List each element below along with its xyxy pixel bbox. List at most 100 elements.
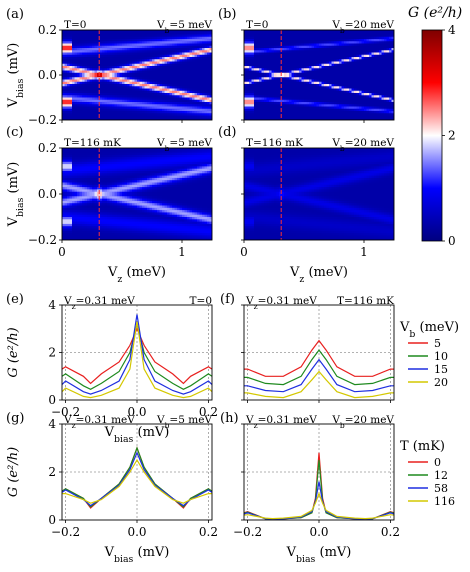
heatmap-cell [122, 59, 125, 62]
heatmap-cell [69, 95, 73, 98]
heatmap-cell [364, 81, 367, 85]
heatmap-cell [366, 88, 370, 92]
heatmap-cell [99, 111, 103, 114]
heatmap-cell [351, 93, 355, 96]
heatmap-cell [376, 115, 380, 119]
heatmap-cell [301, 117, 305, 120]
heatmap-cell [316, 104, 320, 107]
heatmap-cell [246, 59, 250, 62]
heatmap-cell [152, 50, 155, 53]
heatmap-cell [177, 111, 180, 114]
heatmap-cell [84, 57, 88, 60]
heatmap-cell [159, 63, 163, 67]
heatmap-cell [329, 59, 332, 62]
heatmap-cell [289, 66, 292, 69]
heatmap-cell [144, 72, 148, 76]
heatmap-cell [291, 106, 295, 110]
heatmap-cell [274, 52, 277, 56]
heatmap-cell [207, 50, 210, 53]
heatmap-cell [124, 77, 128, 80]
heatmap-cell [149, 95, 153, 98]
heatmap-cell [369, 113, 372, 116]
heatmap-cell [331, 79, 335, 83]
heatmap-cell [184, 32, 188, 35]
heatmap-cell [112, 68, 115, 71]
heatmap-cell [391, 32, 394, 35]
heatmap-cell [244, 90, 247, 94]
heatmap-cell [209, 59, 212, 62]
heatmap-cell [92, 97, 95, 101]
heatmap-cell [299, 70, 302, 74]
heatmap-cell [349, 68, 352, 71]
heatmap-cell [69, 223, 73, 227]
heatmap-cell [246, 113, 250, 116]
heatmap-cell [204, 90, 208, 94]
heatmap-cell [179, 104, 183, 107]
heatmap-cell [376, 70, 380, 74]
heatmap-cell [299, 68, 302, 71]
heatmap-cell [386, 102, 390, 105]
heatmap-cell [62, 86, 65, 89]
heatmap-cell [314, 36, 317, 40]
heatmap-cell [326, 90, 330, 94]
heatmap-cell [142, 70, 145, 74]
heatmap-cell [187, 63, 190, 67]
heatmap-cell [117, 36, 120, 40]
heatmap-cell [84, 104, 88, 107]
heatmap-cell [336, 95, 340, 98]
heatmap-cell [326, 57, 330, 60]
heatmap-cell [142, 104, 145, 107]
heatmap-cell [102, 36, 105, 40]
heatmap-cell [376, 108, 380, 112]
heatmap-cell [351, 57, 355, 60]
heatmap-cell [199, 117, 203, 120]
heatmap-cell [154, 81, 158, 85]
heatmap-cell [346, 61, 350, 65]
heatmap-cell [87, 61, 90, 65]
heatmap-cell [169, 97, 173, 101]
heatmap-cell [132, 104, 135, 107]
heatmap-cell [64, 90, 68, 94]
heatmap-cell [99, 106, 103, 110]
heatmap-cell [114, 97, 118, 101]
heatmap-cell [349, 41, 352, 44]
heatmap-cell [246, 86, 250, 89]
heatmap-cell [174, 48, 178, 51]
heatmap-cell [336, 72, 340, 76]
heatmap-cell [79, 111, 83, 114]
heatmap-cell [296, 72, 300, 76]
heatmap-cell [174, 79, 178, 83]
heatmap-cell [62, 154, 65, 158]
heatmap-cell [279, 54, 282, 58]
heatmap-cell [169, 52, 173, 56]
heatmap-cell [172, 34, 175, 38]
heatmap-cell [154, 32, 158, 35]
heatmap-cell [271, 30, 275, 33]
heatmap-cell [69, 198, 73, 202]
heatmap-cell [349, 36, 352, 40]
heatmap-cell [64, 77, 68, 80]
heatmap-cell [67, 200, 70, 204]
heatmap-cell [64, 32, 68, 35]
heatmap-cell [89, 43, 93, 47]
heatmap-cell [274, 117, 277, 120]
heatmap-cell [184, 52, 188, 56]
heatmap-cell [117, 45, 120, 49]
heatmap-cell [69, 212, 73, 216]
heatmap-cell [164, 75, 168, 78]
heatmap-cell [276, 36, 280, 40]
heatmap-cell [359, 30, 362, 33]
heatmap-cell [329, 70, 332, 74]
heatmap-cell [244, 93, 247, 96]
heatmap-cell [324, 111, 327, 114]
heatmap-cell [359, 52, 362, 56]
heatmap-cell [306, 50, 310, 53]
heatmap-cell [389, 75, 392, 78]
heatmap-cell [122, 90, 125, 94]
heatmap-cell [67, 93, 70, 96]
heatmap-cell [379, 104, 382, 107]
heatmap-cell [294, 108, 297, 112]
heatmap-cell [204, 113, 208, 116]
heatmap-cell [139, 75, 143, 78]
heatmap-cell [389, 59, 392, 62]
